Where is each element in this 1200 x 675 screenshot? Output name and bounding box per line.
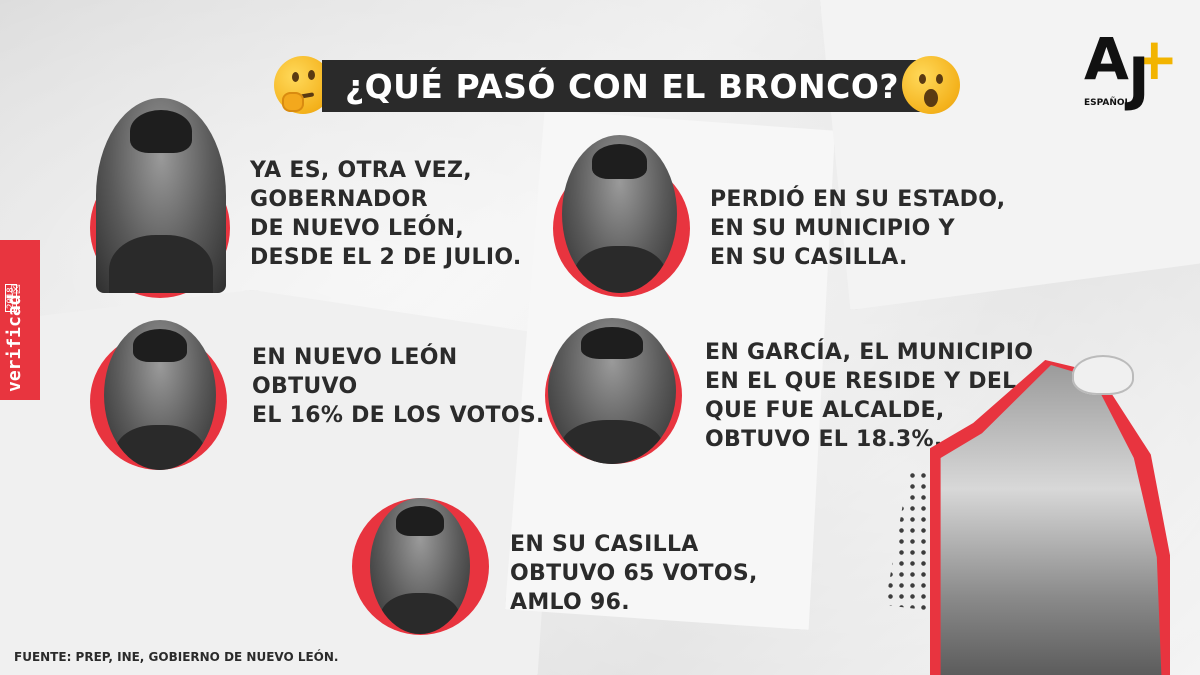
ajplus-logo: A + J ESPAÑOL [1084, 25, 1179, 113]
title-banner: ¿QUÉ PASÓ CON EL BRONCO? [274, 54, 964, 118]
page-title: ¿QUÉ PASÓ CON EL BRONCO? [322, 60, 922, 112]
card-4-text: EN GARCÍA, EL MUNICIPIO EN EL QUE RESIDE… [705, 340, 1034, 452]
verificado-badge: 2018 verificad☒ [0, 240, 40, 400]
card-3-text: EN NUEVO LEÓN OBTUVO EL 16% DE LOS VOTOS… [252, 345, 545, 428]
card-2-text: PERDIÓ EN SU ESTADO, EN SU MUNICIPIO Y E… [710, 187, 1006, 270]
surprised-face-emoji-icon [902, 56, 960, 114]
source-footer: FUENTE: PREP, INE, GOBIERNO DE NUEVO LEÓ… [14, 650, 339, 664]
card-1-text: YA ES, OTRA VEZ, GOBERNADOR DE NUEVO LEÓ… [250, 158, 522, 270]
portrait-photo [104, 320, 216, 470]
portrait-photo [548, 318, 676, 464]
card-5-text: EN SU CASILLA OBTUVO 65 VOTOS, AMLO 96. [510, 532, 758, 615]
portrait-photo [370, 498, 470, 634]
badge-label: verificad☒ [4, 283, 25, 392]
torn-paper-right [820, 0, 1200, 310]
cowboy-hat [1072, 355, 1134, 395]
logo-subtitle: ESPAÑOL [1084, 98, 1131, 108]
portrait-photo [96, 98, 226, 293]
portrait-photo [562, 135, 677, 293]
